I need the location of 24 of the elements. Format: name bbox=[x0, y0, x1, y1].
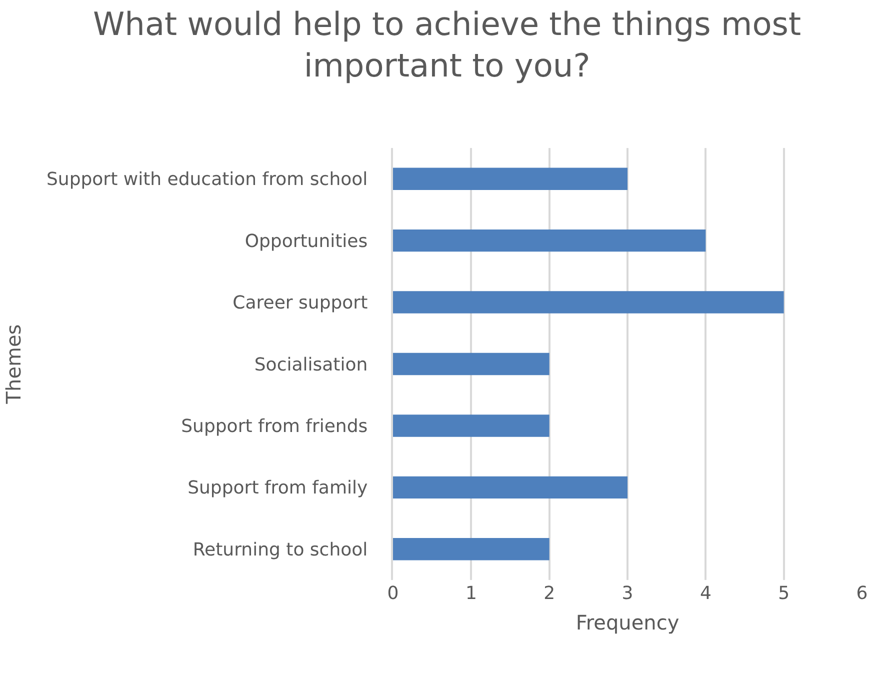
bar bbox=[393, 229, 706, 252]
bar bbox=[393, 291, 784, 314]
x-tick-label: 1 bbox=[465, 583, 477, 604]
y-tick-label: Support from friends bbox=[181, 416, 368, 438]
x-tick-label: 6 bbox=[856, 583, 868, 604]
bar bbox=[393, 538, 550, 560]
y-tick-label: Support from family bbox=[188, 478, 368, 499]
x-tick-label: 4 bbox=[700, 583, 712, 604]
y-tick-label: Career support bbox=[232, 292, 368, 314]
y-tick-label: Returning to school bbox=[192, 539, 368, 560]
bar bbox=[393, 352, 550, 376]
x-tick-label: 2 bbox=[544, 583, 556, 604]
x-axis-title: Frequency bbox=[576, 610, 680, 634]
y-tick-label: Support with education from school bbox=[46, 169, 368, 190]
x-tick-label: 0 bbox=[387, 583, 399, 604]
bar bbox=[393, 414, 550, 437]
y-tick-label: Socialisation bbox=[254, 354, 368, 376]
x-tick-label: 3 bbox=[622, 583, 634, 604]
chart-title: What would help to achieve the things most important to you? bbox=[93, 4, 801, 84]
bar bbox=[393, 168, 628, 190]
bar bbox=[393, 476, 628, 499]
y-axis-title: Themes bbox=[1, 324, 26, 405]
y-tick-label: Opportunities bbox=[244, 230, 368, 252]
x-tick-label: 5 bbox=[778, 583, 790, 604]
